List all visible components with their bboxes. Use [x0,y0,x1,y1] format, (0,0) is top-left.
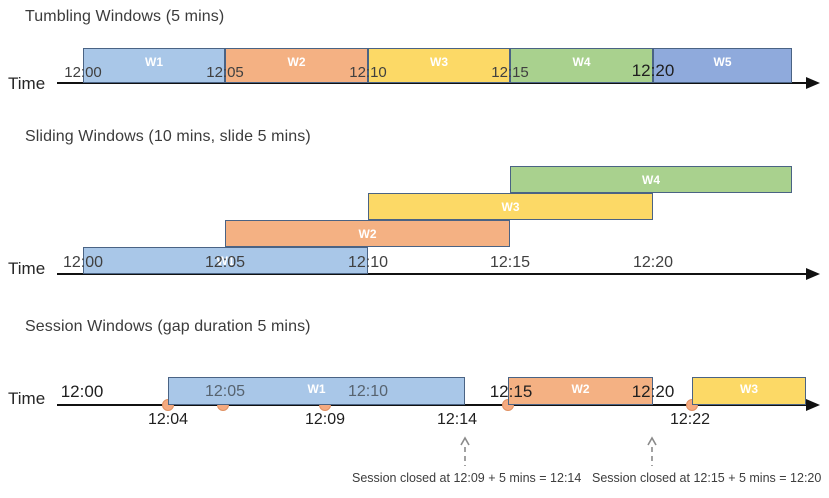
session-window-w1: W1 [168,377,465,405]
tumbling-window-w1: W1 [83,48,225,83]
tick-label: 12:10 [349,64,387,81]
window-label: W1 [145,55,163,69]
session-axis-arrow-icon [806,399,820,411]
tick-label: 12:20 [632,254,674,271]
session-section-title: Session Windows (gap duration 5 mins) [25,318,311,335]
session-window-w3: W3 [692,377,806,405]
dashed-up-arrow-icon [460,436,470,466]
sliding-axis-line [57,273,806,275]
tick-label: 12:10 [347,254,389,271]
tick-label: 12:00 [62,254,104,271]
tick-label: 12:05 [204,254,246,271]
sliding-window-w1: W1 [83,247,368,274]
tick-label: 12:10 [347,383,389,400]
session-annotation: Session closed at 12:09 + 5 mins = 12:14 [352,471,582,485]
tick-label: 12:15 [489,254,531,271]
window-label: W4 [642,173,660,187]
tick-label: 12:15 [491,64,529,81]
window-label: W3 [430,55,448,69]
event-time-label: 12:04 [147,411,189,428]
event-time-label: 12:22 [669,411,711,428]
sliding-window-w2: W2 [225,220,510,247]
window-label: W3 [501,200,520,214]
tick-label: 12:00 [64,64,102,81]
tumbling-time-axis-label: Time [8,74,46,93]
tick-label: 12:15 [489,382,533,401]
tick-label: 12:20 [631,61,675,80]
sliding-window-w3: W3 [368,193,653,220]
sliding-section-title: Sliding Windows (10 mins, slide 5 mins) [25,128,311,145]
session-annotation: Session closed at 12:15 + 5 mins = 12:20 [592,471,822,485]
tick-label: 12:20 [631,382,675,401]
tumbling-window-w5: W5 [653,48,792,83]
tumbling-axis-line [57,82,806,84]
tick-label: 12:05 [204,383,246,400]
window-label: W1 [216,254,235,268]
tumbling-axis-arrow-icon [806,77,820,89]
sliding-axis-arrow-icon [806,268,820,280]
window-label: W2 [358,227,377,241]
tumbling-window-w2: W2 [225,48,368,83]
window-label: W3 [740,382,758,396]
window-label: W1 [307,382,326,396]
dashed-up-arrow-icon [647,436,657,466]
session-axis-line [57,404,806,406]
window-label: W2 [571,382,590,396]
window-label: W5 [713,55,732,69]
session-window-w2: W2 [508,377,653,405]
event-time-label: 12:09 [304,411,346,428]
tumbling-window-w3: W3 [368,48,510,83]
window-label: W2 [287,55,306,69]
sliding-time-axis-label: Time [8,259,46,278]
session-time-axis-label: Time [8,389,46,408]
tumbling-window-w4: W4 [510,48,653,83]
tick-label: 12:00 [60,382,104,401]
event-time-label: 12:14 [436,411,478,428]
sliding-window-w4: W4 [510,166,792,193]
tumbling-section-title: Tumbling Windows (5 mins) [25,8,225,25]
tick-label: 12:05 [206,64,244,81]
window-label: W4 [572,55,591,69]
